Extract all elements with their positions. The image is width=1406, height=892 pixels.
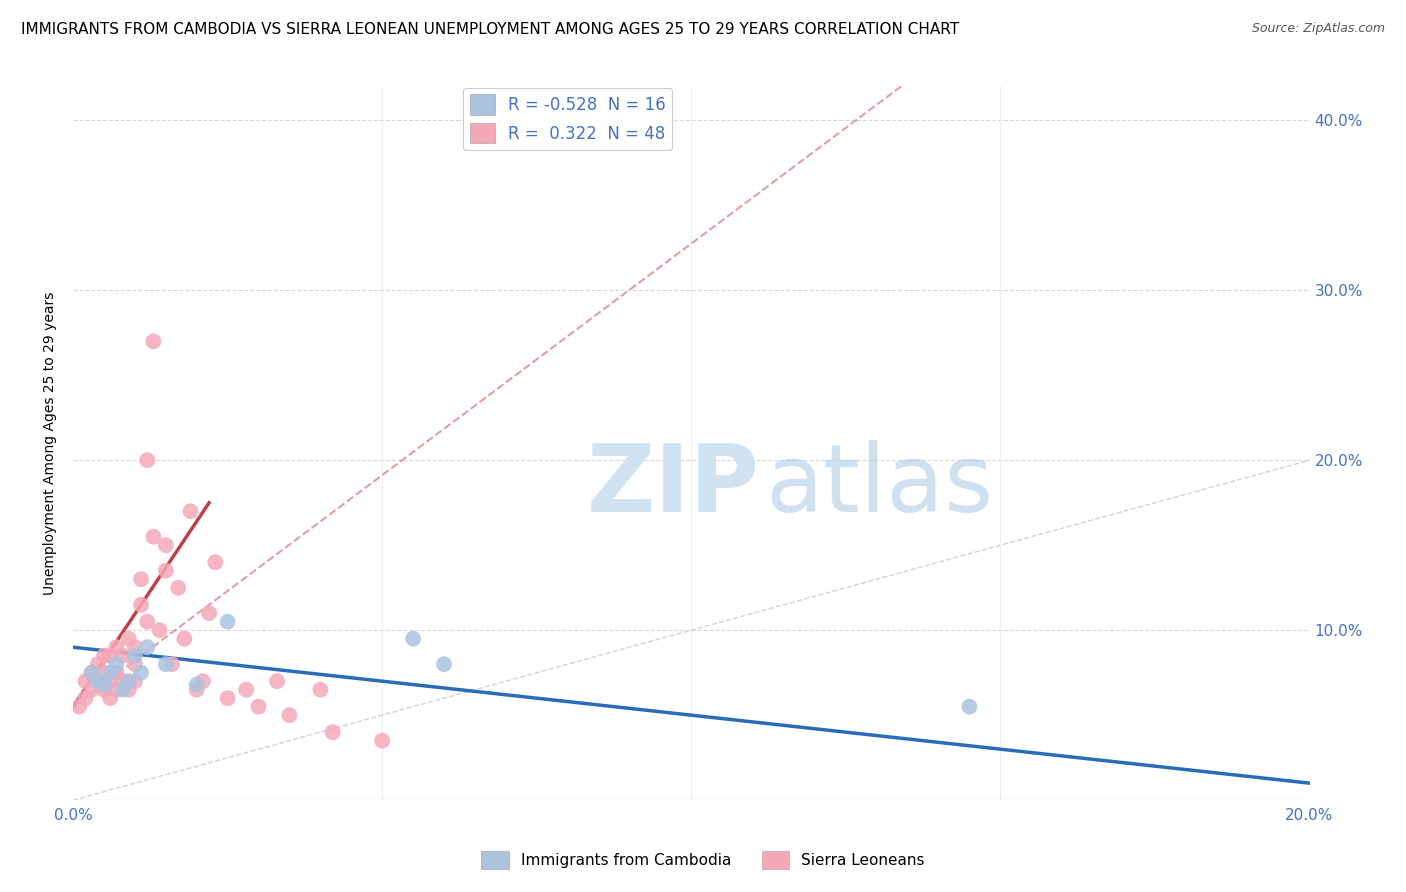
Point: [118, 674, 141, 689]
Point: [186, 682, 208, 697]
Point: [80, 665, 103, 680]
Point: [124, 648, 146, 663]
Point: [98, 691, 121, 706]
Point: [959, 699, 981, 714]
Point: [93, 648, 115, 663]
Point: [98, 665, 121, 680]
Text: atlas: atlas: [765, 440, 994, 533]
Point: [167, 581, 190, 595]
Point: [191, 674, 214, 689]
Point: [217, 691, 239, 706]
Point: [155, 538, 177, 552]
Point: [402, 632, 425, 646]
Text: IMMIGRANTS FROM CAMBODIA VS SIERRA LEONEAN UNEMPLOYMENT AMONG AGES 25 TO 29 YEAR: IMMIGRANTS FROM CAMBODIA VS SIERRA LEONE…: [21, 22, 959, 37]
Point: [322, 725, 344, 739]
Point: [124, 640, 146, 655]
Point: [129, 572, 152, 586]
Legend: Immigrants from Cambodia, Sierra Leoneans: Immigrants from Cambodia, Sierra Leonean…: [475, 845, 931, 875]
Point: [173, 632, 195, 646]
Point: [278, 708, 301, 723]
Point: [180, 504, 202, 518]
Point: [105, 657, 128, 672]
Point: [111, 648, 134, 663]
Point: [98, 674, 121, 689]
Point: [80, 682, 103, 697]
Point: [118, 632, 141, 646]
Point: [80, 665, 103, 680]
Point: [111, 674, 134, 689]
Point: [124, 674, 146, 689]
Point: [136, 640, 159, 655]
Text: ZIP: ZIP: [586, 440, 759, 533]
Point: [217, 615, 239, 629]
Point: [129, 598, 152, 612]
Point: [87, 674, 110, 689]
Point: [93, 677, 115, 691]
Point: [309, 682, 332, 697]
Point: [105, 640, 128, 655]
Point: [149, 623, 172, 637]
Point: [155, 657, 177, 672]
Point: [136, 453, 159, 467]
Point: [87, 657, 110, 672]
Point: [198, 606, 221, 620]
Point: [118, 682, 141, 697]
Point: [87, 674, 110, 689]
Point: [105, 665, 128, 680]
Legend: R = -0.528  N = 16, R =  0.322  N = 48: R = -0.528 N = 16, R = 0.322 N = 48: [463, 87, 672, 150]
Point: [111, 682, 134, 697]
Point: [75, 674, 97, 689]
Point: [433, 657, 456, 672]
Point: [371, 733, 394, 747]
Point: [129, 665, 152, 680]
Point: [124, 657, 146, 672]
Point: [186, 677, 208, 691]
Point: [204, 555, 226, 569]
Point: [155, 564, 177, 578]
Point: [266, 674, 288, 689]
Point: [160, 657, 183, 672]
Point: [136, 615, 159, 629]
Point: [98, 648, 121, 663]
Point: [75, 691, 97, 706]
Text: Source: ZipAtlas.com: Source: ZipAtlas.com: [1251, 22, 1385, 36]
Point: [142, 530, 165, 544]
Point: [142, 334, 165, 349]
Point: [105, 682, 128, 697]
Y-axis label: Unemployment Among Ages 25 to 29 years: Unemployment Among Ages 25 to 29 years: [44, 292, 58, 595]
Point: [93, 665, 115, 680]
Point: [93, 682, 115, 697]
Point: [235, 682, 257, 697]
Point: [67, 699, 90, 714]
Point: [247, 699, 270, 714]
